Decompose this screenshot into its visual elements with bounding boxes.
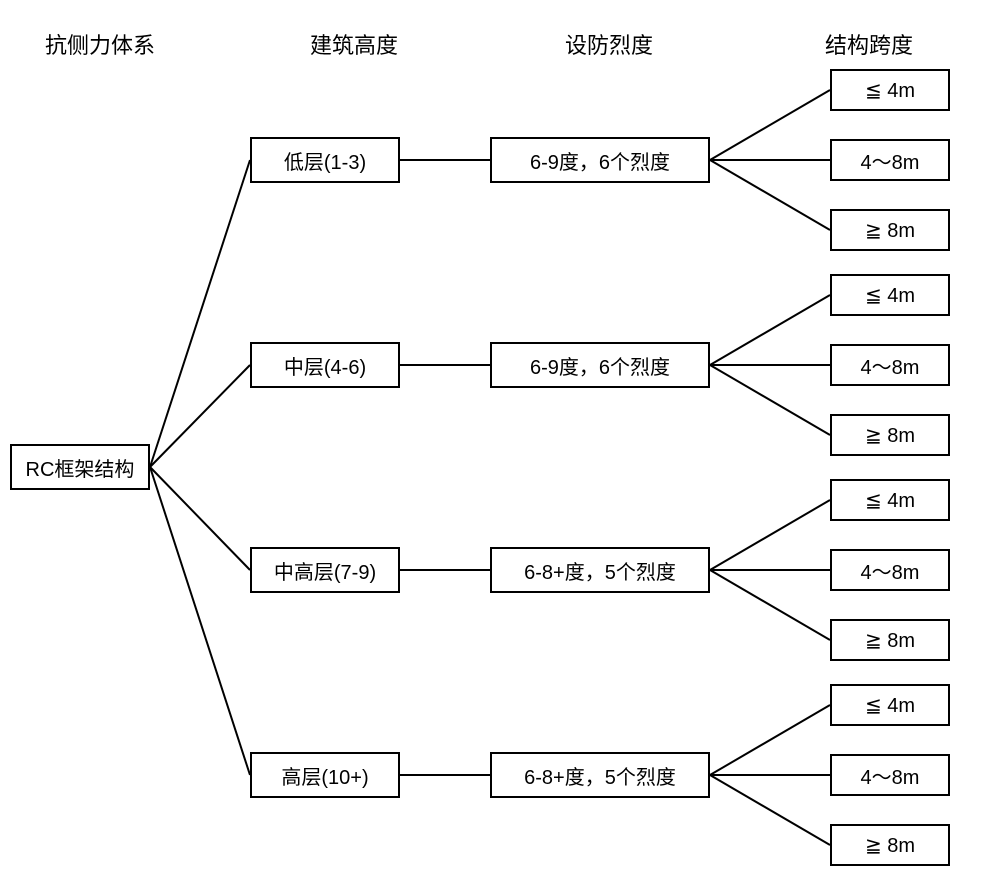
span-label: ≦ 4m: [865, 488, 915, 513]
span-node: ≧ 8m: [830, 414, 950, 456]
intensity-node: 6-8+度，5个烈度: [490, 752, 710, 798]
height-node: 高层(10+): [250, 752, 400, 798]
root-node: RC框架结构: [10, 444, 150, 490]
span-label: ≧ 8m: [865, 423, 915, 448]
diagram-canvas: 抗侧力体系 建筑高度 设防烈度 结构跨度 RC框架结构 低层(1-3) 6-9度，…: [0, 0, 1000, 893]
span-node: ≦ 4m: [830, 479, 950, 521]
root-label: RC框架结构: [26, 453, 135, 482]
height-node: 中层(4-6): [250, 342, 400, 388]
span-label: ≧ 8m: [865, 628, 915, 653]
span-node: ≦ 4m: [830, 69, 950, 111]
span-label: 4～8m: [861, 351, 920, 380]
header-intensity: 设防烈度: [565, 28, 653, 60]
span-label: ≦ 4m: [865, 283, 915, 308]
span-label: 4～8m: [861, 761, 920, 790]
header-span: 结构跨度: [825, 28, 913, 60]
height-label: 中层(4-6): [284, 351, 366, 380]
span-label: ≧ 8m: [865, 833, 915, 858]
span-node: ≧ 8m: [830, 209, 950, 251]
height-node: 中高层(7-9): [250, 547, 400, 593]
height-node: 低层(1-3): [250, 137, 400, 183]
span-node: ≧ 8m: [830, 824, 950, 866]
span-label: 4～8m: [861, 556, 920, 585]
intensity-node: 6-9度，6个烈度: [490, 342, 710, 388]
intensity-label: 6-8+度，5个烈度: [524, 761, 676, 790]
intensity-node: 6-8+度，5个烈度: [490, 547, 710, 593]
intensity-label: 6-8+度，5个烈度: [524, 556, 676, 585]
header-system: 抗侧力体系: [45, 28, 155, 60]
span-label: ≦ 4m: [865, 78, 915, 103]
height-label: 中高层(7-9): [274, 556, 376, 585]
span-node: 4～8m: [830, 139, 950, 181]
height-label: 高层(10+): [281, 761, 368, 790]
intensity-node: 6-9度，6个烈度: [490, 137, 710, 183]
span-node: ≦ 4m: [830, 274, 950, 316]
span-node: ≦ 4m: [830, 684, 950, 726]
span-node: 4～8m: [830, 754, 950, 796]
height-label: 低层(1-3): [284, 146, 366, 175]
header-height: 建筑高度: [310, 28, 398, 60]
span-node: ≧ 8m: [830, 619, 950, 661]
span-label: ≦ 4m: [865, 693, 915, 718]
intensity-label: 6-9度，6个烈度: [530, 351, 670, 380]
span-node: 4～8m: [830, 549, 950, 591]
intensity-label: 6-9度，6个烈度: [530, 146, 670, 175]
span-node: 4～8m: [830, 344, 950, 386]
span-label: ≧ 8m: [865, 218, 915, 243]
span-label: 4～8m: [861, 146, 920, 175]
